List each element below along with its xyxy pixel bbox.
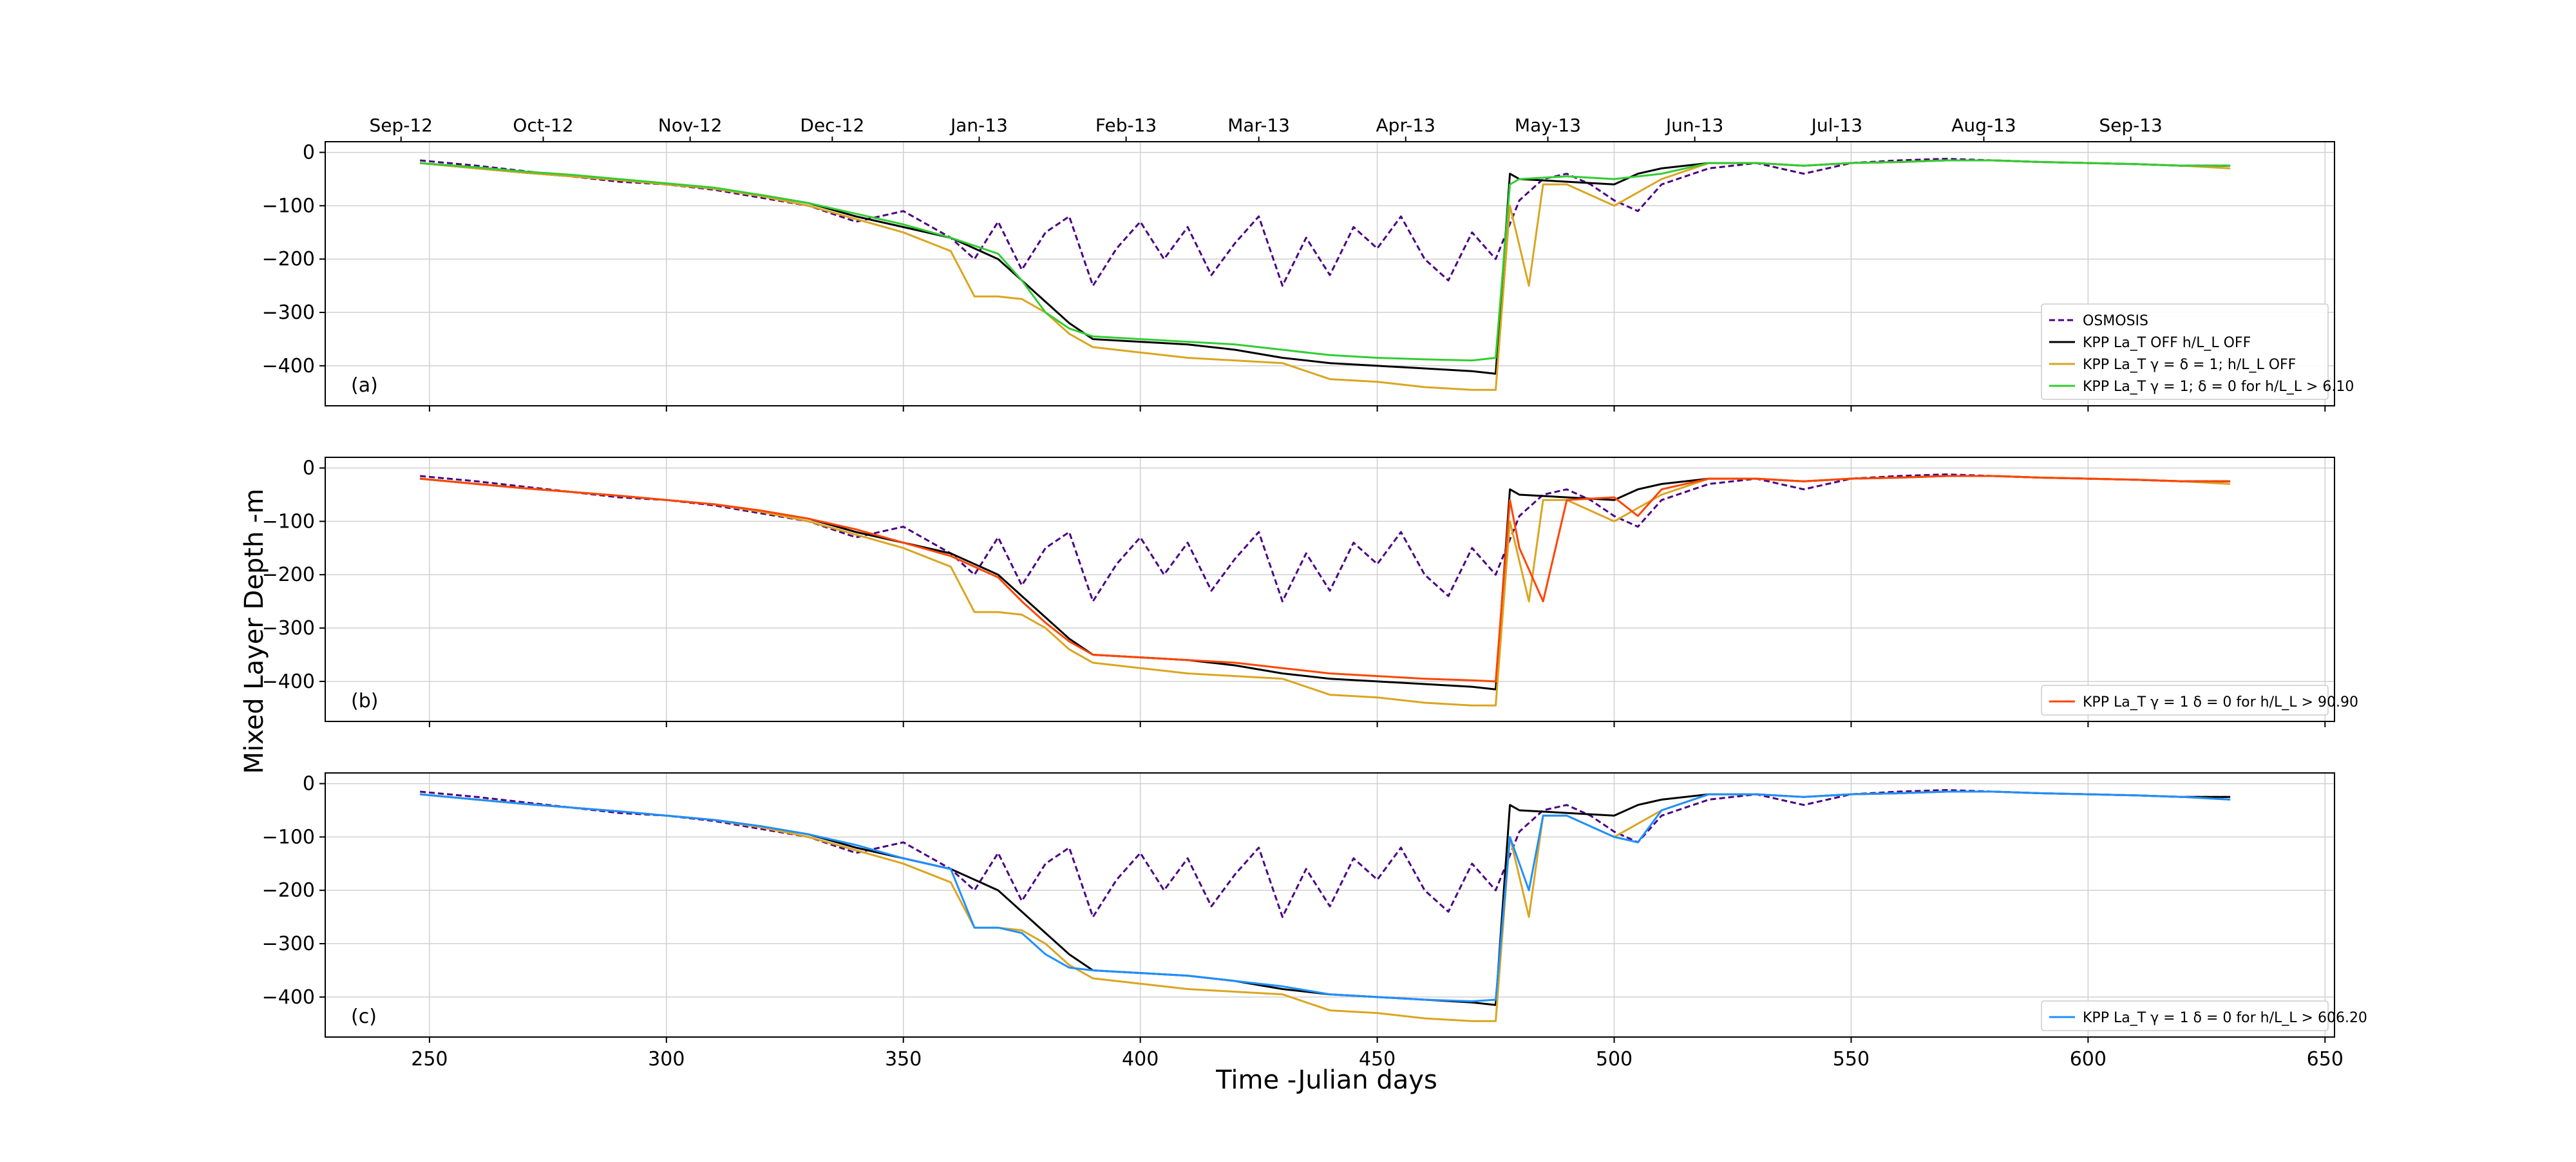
- x-tick-label: 400: [1122, 1048, 1159, 1071]
- legend-entry: KPP La_T γ = δ = 1; h/L_L OFF: [2083, 357, 2296, 373]
- legend-entry: OSMOSIS: [2083, 313, 2148, 329]
- series-line-kpp_la: [420, 475, 2231, 707]
- month-label: Sep-13: [2099, 115, 2163, 136]
- x-tick-label: 500: [1596, 1048, 1633, 1071]
- month-label: Aug-13: [1951, 115, 2016, 136]
- month-label: May-13: [1515, 115, 1581, 136]
- month-label: Feb-13: [1095, 115, 1157, 136]
- x-tick-label: 650: [2307, 1048, 2344, 1071]
- series-line-kpp_la: [420, 790, 2231, 1022]
- month-label: Mar-13: [1227, 115, 1290, 136]
- series-line-osmosis: [420, 158, 2231, 287]
- legend-box: [2041, 685, 2329, 716]
- series-line-osmosis: [420, 473, 2231, 603]
- panel-frame: [325, 772, 2335, 1038]
- y-tick-label: −200: [262, 248, 315, 271]
- month-label: Oct-12: [513, 115, 573, 136]
- series-line-osmosis: [420, 789, 2231, 919]
- x-axis-title: Time -Julian days: [1215, 1065, 1437, 1095]
- panel-1: 0 −100 −200 −300 −400 Sep-12 Oct-12 Nov-12 Dec-1…: [262, 115, 2354, 412]
- y-tick-label: −400: [262, 986, 315, 1009]
- series-line-panel_b: [420, 475, 2231, 683]
- y-axis-title: Mixed Layer Depth -m: [240, 489, 269, 774]
- plot-area: [420, 473, 2231, 707]
- y-tick-label: −200: [262, 564, 315, 586]
- month-label: Jan-13: [949, 115, 1008, 136]
- y-tick-label: −100: [262, 510, 315, 533]
- y-tick-label: 0: [303, 457, 315, 480]
- y-tick-label: −400: [262, 355, 315, 377]
- month-label: Jun-13: [1665, 115, 1723, 136]
- month-label: Dec-12: [800, 115, 864, 136]
- x-tick-label: 600: [2070, 1048, 2107, 1071]
- plot-area: [420, 158, 2231, 391]
- legend-entry: KPP La_T γ = 1; δ = 0 for h/L_L > 6.10: [2083, 379, 2354, 395]
- x-tick-label: 550: [1833, 1048, 1870, 1071]
- x-tick-label: 350: [885, 1048, 922, 1071]
- y-tick-label: 0: [303, 142, 315, 164]
- plot-area: [420, 789, 2231, 1022]
- legend-entry: KPP La_T γ = 1 δ = 0 for h/L_L > 90.90: [2083, 694, 2358, 710]
- month-label: Apr-13: [1376, 115, 1435, 136]
- panel-label: (a): [351, 374, 378, 397]
- month-label: Jul-13: [1810, 115, 1863, 136]
- y-tick-label: −200: [262, 879, 315, 902]
- panel-2: 0 −100 −200 −300 −400 (b) KPP La_T γ = 1 δ = 0…: [262, 457, 2358, 727]
- legend-box: [2041, 303, 2329, 400]
- series-line-panel_a: [420, 159, 2231, 362]
- legend-entry: KPP La_T OFF h/L_L OFF: [2083, 335, 2251, 351]
- y-tick-label: −100: [262, 826, 315, 848]
- panel-3: 0 −100 −200 −300 −400 250 300 350 400 450 500 550 60…: [262, 772, 2367, 1071]
- panel-frame: [325, 457, 2335, 722]
- legend-box: [2041, 1000, 2329, 1031]
- y-tick-label: −300: [262, 617, 315, 640]
- y-tick-label: −100: [262, 195, 315, 217]
- x-tick-label: 450: [1359, 1048, 1396, 1071]
- y-tick-label: −300: [262, 301, 315, 324]
- y-tick-label: −400: [262, 671, 315, 693]
- x-tick-label: 250: [411, 1048, 448, 1071]
- y-tick-label: −300: [262, 933, 315, 955]
- panel-frame: [325, 141, 2335, 406]
- panel-label: (b): [351, 690, 378, 712]
- series-line-panel_c: [420, 790, 2231, 1002]
- y-tick-label: 0: [303, 773, 315, 795]
- panel-label: (c): [351, 1005, 377, 1028]
- x-tick-label: 300: [648, 1048, 685, 1071]
- month-label: Sep-12: [369, 115, 433, 136]
- month-label: Nov-12: [658, 115, 723, 136]
- legend-entry: KPP La_T γ = 1 δ = 0 for h/L_L > 606.20: [2083, 1010, 2367, 1026]
